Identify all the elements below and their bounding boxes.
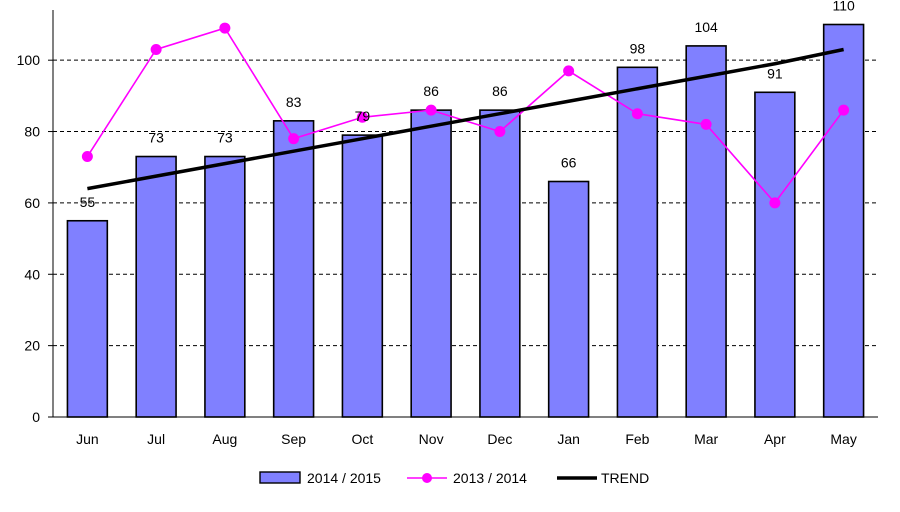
legend-label-2013-2014: 2013 / 2014	[453, 470, 527, 486]
x-tick-label-Apr: Apr	[764, 431, 786, 447]
axes: 0 20 40 60 80 100 Jun Jul Aug Sep Oct Nov Dec Jan Feb M…	[17, 10, 878, 447]
x-tick-label-Jan: Jan	[557, 431, 580, 447]
data-label-Jan: 66	[561, 155, 577, 171]
bar-Nov	[410, 109, 452, 418]
point-2013-2014-Nov	[425, 104, 437, 116]
x-tick-label-Feb: Feb	[625, 431, 649, 447]
data-label-Feb: 98	[630, 40, 646, 56]
x-tick-label-Aug: Aug	[212, 431, 237, 447]
legend-label-trend: TREND	[601, 470, 649, 486]
bar-series	[66, 23, 865, 418]
bar-Jul	[135, 155, 177, 418]
line-series	[81, 22, 850, 209]
data-label-Nov: 86	[423, 83, 439, 99]
x-tick-label-Mar: Mar	[694, 431, 718, 447]
y-tick-label: 40	[24, 266, 40, 282]
point-2013-2014-Jul	[150, 43, 162, 55]
bar-Jun	[66, 219, 109, 418]
y-tick-label: 60	[24, 195, 40, 211]
x-tick-label-Sep: Sep	[281, 431, 306, 447]
y-tick-label: 0	[32, 409, 40, 425]
point-2013-2014-Jan	[563, 65, 575, 77]
data-label-Dec: 86	[492, 83, 508, 99]
legend: 2014 / 2015 2013 / 2014 TREND	[259, 470, 649, 486]
data-label-Jun: 55	[80, 194, 96, 210]
x-tick-label-Jun: Jun	[76, 431, 99, 447]
point-2013-2014-Mar	[700, 118, 712, 130]
point-2013-2014-Apr	[769, 197, 781, 209]
y-tick-label: 20	[24, 338, 40, 354]
y-tick-label: 100	[17, 52, 41, 68]
point-2013-2014-Aug	[219, 22, 231, 34]
legend-swatch-point-2013-2014	[422, 473, 432, 483]
series-line-2013-2014	[86, 27, 845, 205]
point-2013-2014-Feb	[631, 108, 643, 120]
bar-Apr	[754, 91, 796, 418]
bar-Sep	[272, 120, 315, 418]
data-label-Mar: 104	[694, 19, 718, 35]
point-2013-2014-Sep	[288, 133, 300, 145]
data-label-Aug: 73	[217, 130, 233, 146]
point-2013-2014-May	[838, 104, 850, 116]
legend-label-2014-2015: 2014 / 2015	[307, 470, 381, 486]
bar-Oct	[341, 134, 384, 418]
x-tick-label-Jul: Jul	[147, 431, 165, 447]
bar-Jan	[547, 180, 590, 418]
legend-swatch-2014-2015	[259, 471, 301, 484]
data-label-Jul: 73	[148, 130, 164, 146]
labels: 55 73 73 83 79 86 86 66 98 104 91 110	[80, 0, 855, 210]
bar-Aug	[204, 155, 246, 418]
data-label-Sep: 83	[286, 94, 302, 110]
trend-line	[87, 47, 844, 191]
bar-Feb	[616, 66, 659, 418]
point-2013-2014-Dec	[494, 126, 506, 138]
y-tick-label: 80	[24, 124, 40, 140]
bar-Dec	[479, 109, 521, 418]
data-label-Oct: 79	[355, 108, 371, 124]
data-label-Apr: 91	[767, 65, 783, 81]
x-tick-label-Dec: Dec	[487, 431, 512, 447]
point-2013-2014-Jun	[81, 151, 93, 163]
bar-Mar	[685, 45, 727, 418]
x-tick-label-May: May	[830, 431, 856, 447]
data-label-May: 110	[832, 0, 855, 14]
grid-lines	[53, 59, 878, 347]
point-2013-2014-Oct	[356, 111, 368, 123]
x-tick-label-Oct: Oct	[351, 431, 373, 447]
bar-May	[822, 23, 865, 418]
x-tick-label-Nov: Nov	[419, 431, 444, 447]
